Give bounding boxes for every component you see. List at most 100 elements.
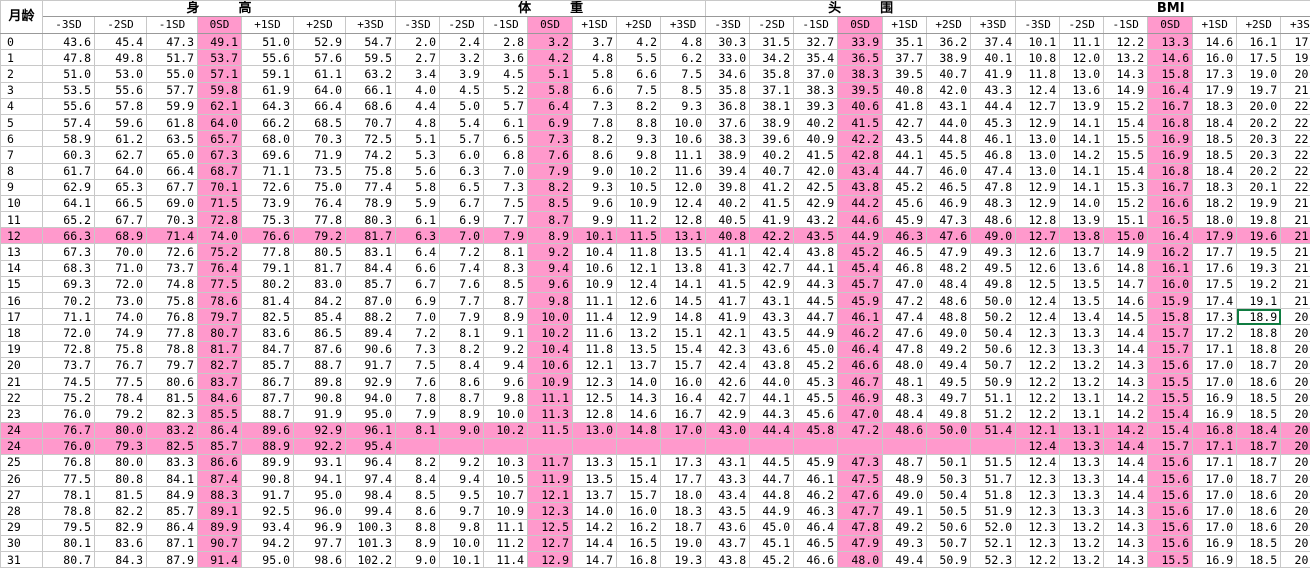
value-cell[interactable]: 48.9 <box>883 471 927 487</box>
sd-header-cell[interactable]: 0SD <box>198 17 242 34</box>
value-cell[interactable]: 83.3 <box>147 454 198 470</box>
value-cell[interactable]: 38.9 <box>706 147 750 163</box>
value-cell[interactable]: 81.7 <box>198 341 242 357</box>
value-cell[interactable]: 41.5 <box>838 114 883 130</box>
value-cell[interactable]: 18.4 <box>1193 163 1237 179</box>
value-cell[interactable]: 42.9 <box>750 276 794 292</box>
value-cell[interactable]: 77.8 <box>147 325 198 341</box>
sd-header-cell[interactable]: +3SD <box>1281 17 1310 34</box>
value-cell[interactable]: 48.4 <box>927 276 971 292</box>
value-cell[interactable]: 9.6 <box>573 195 617 211</box>
value-cell[interactable]: 8.2 <box>617 98 661 114</box>
value-cell[interactable]: 51.7 <box>147 50 198 66</box>
value-cell[interactable]: 12.8 <box>1016 212 1060 228</box>
value-cell[interactable]: 5.0 <box>440 98 484 114</box>
value-cell[interactable]: 14.0 <box>1060 195 1104 211</box>
value-cell[interactable]: 20.4 <box>1281 519 1310 535</box>
value-cell[interactable]: 14.0 <box>573 503 617 519</box>
value-cell[interactable]: 7.5 <box>484 195 528 211</box>
value-cell[interactable]: 5.7 <box>484 98 528 114</box>
value-cell[interactable]: 5.2 <box>484 82 528 98</box>
value-cell[interactable]: 79.7 <box>198 309 242 325</box>
value-cell[interactable]: 41.5 <box>750 195 794 211</box>
value-cell[interactable]: 53.7 <box>198 50 242 66</box>
value-cell[interactable]: 13.3 <box>1060 503 1104 519</box>
value-cell[interactable]: 16.9 <box>1193 406 1237 422</box>
value-cell[interactable]: 47.0 <box>838 406 883 422</box>
value-cell[interactable]: 12.5 <box>573 390 617 406</box>
value-cell[interactable]: 17.0 <box>1193 373 1237 389</box>
value-cell[interactable]: 8.7 <box>528 212 573 228</box>
value-cell[interactable]: 16.9 <box>1148 131 1193 147</box>
value-cell[interactable]: 10.2 <box>528 325 573 341</box>
value-cell[interactable]: 80.7 <box>198 325 242 341</box>
value-cell[interactable]: 10.0 <box>528 309 573 325</box>
value-cell[interactable]: 14.1 <box>1060 131 1104 147</box>
value-cell[interactable]: 37.6 <box>706 114 750 130</box>
value-cell[interactable]: 6.9 <box>440 212 484 228</box>
value-cell[interactable]: 14.3 <box>1104 357 1148 373</box>
value-cell[interactable]: 45.2 <box>883 179 927 195</box>
value-cell[interactable]: 12.1 <box>528 487 573 503</box>
value-cell[interactable]: 61.9 <box>242 82 294 98</box>
value-cell[interactable]: 44.7 <box>750 471 794 487</box>
value-cell[interactable]: 34.6 <box>706 66 750 82</box>
sd-header-cell[interactable]: -2SD <box>440 17 484 34</box>
value-cell[interactable]: 99.4 <box>346 503 396 519</box>
sd-header-cell[interactable]: -1SD <box>1104 17 1148 34</box>
value-cell[interactable]: 13.3 <box>1060 487 1104 503</box>
sd-header-cell[interactable]: +2SD <box>927 17 971 34</box>
value-cell[interactable]: 83.6 <box>242 325 294 341</box>
value-cell[interactable]: 42.9 <box>794 195 838 211</box>
value-cell[interactable]: 20.8 <box>1281 325 1310 341</box>
value-cell[interactable]: 16.8 <box>1193 422 1237 438</box>
value-cell[interactable]: 66.2 <box>242 114 294 130</box>
month-cell[interactable]: 24 <box>1 422 43 438</box>
value-cell[interactable]: 19.0 <box>1237 66 1281 82</box>
sd-header-cell[interactable]: +1SD <box>1193 17 1237 34</box>
value-cell[interactable]: 4.5 <box>440 82 484 98</box>
value-cell[interactable]: 65.0 <box>147 147 198 163</box>
value-cell[interactable]: 20.3 <box>1237 147 1281 163</box>
value-cell[interactable]: 51.4 <box>971 422 1016 438</box>
value-cell[interactable]: 7.2 <box>396 325 440 341</box>
value-cell[interactable]: 41.1 <box>706 244 750 260</box>
month-cell[interactable]: 1 <box>1 50 43 66</box>
value-cell[interactable]: 68.9 <box>95 228 147 244</box>
value-cell[interactable]: 90.6 <box>346 341 396 357</box>
value-cell[interactable]: 70.0 <box>95 244 147 260</box>
value-cell[interactable]: 17.1 <box>1193 438 1237 454</box>
value-cell[interactable]: 60.3 <box>43 147 95 163</box>
value-cell[interactable]: 79.1 <box>242 260 294 276</box>
value-cell[interactable]: 89.1 <box>198 503 242 519</box>
value-cell[interactable]: 18.6 <box>1237 487 1281 503</box>
value-cell[interactable]: 16.0 <box>661 373 706 389</box>
month-cell[interactable]: 15 <box>1 276 43 292</box>
value-cell[interactable]: 20.4 <box>1281 406 1310 422</box>
value-cell[interactable]: 70.3 <box>147 212 198 228</box>
value-cell[interactable]: 50.6 <box>971 341 1016 357</box>
value-cell[interactable]: 3.2 <box>528 34 573 50</box>
value-cell[interactable]: 84.4 <box>346 260 396 276</box>
value-cell[interactable]: 44.1 <box>883 147 927 163</box>
value-cell[interactable]: 6.3 <box>440 163 484 179</box>
value-cell[interactable]: 71.9 <box>294 147 346 163</box>
value-cell[interactable]: 16.8 <box>1148 163 1193 179</box>
sd-header-cell[interactable]: +2SD <box>1237 17 1281 34</box>
value-cell[interactable]: 13.1 <box>1060 422 1104 438</box>
value-cell[interactable]: 47.8 <box>971 179 1016 195</box>
value-cell[interactable]: 14.2 <box>573 519 617 535</box>
value-cell[interactable]: 12.3 <box>1016 535 1060 551</box>
value-cell[interactable]: 8.1 <box>484 244 528 260</box>
value-cell[interactable]: 80.0 <box>95 454 147 470</box>
value-cell[interactable]: 46.0 <box>927 163 971 179</box>
value-cell[interactable]: 16.7 <box>661 406 706 422</box>
value-cell[interactable]: 8.4 <box>396 471 440 487</box>
value-cell[interactable]: 46.8 <box>883 260 927 276</box>
value-cell[interactable]: 51.0 <box>43 66 95 82</box>
value-cell[interactable]: 15.2 <box>1104 98 1148 114</box>
value-cell[interactable]: 41.7 <box>706 293 750 309</box>
value-cell[interactable]: 11.4 <box>573 309 617 325</box>
value-cell[interactable]: 49.5 <box>971 260 1016 276</box>
value-cell[interactable]: 16.7 <box>1148 179 1193 195</box>
